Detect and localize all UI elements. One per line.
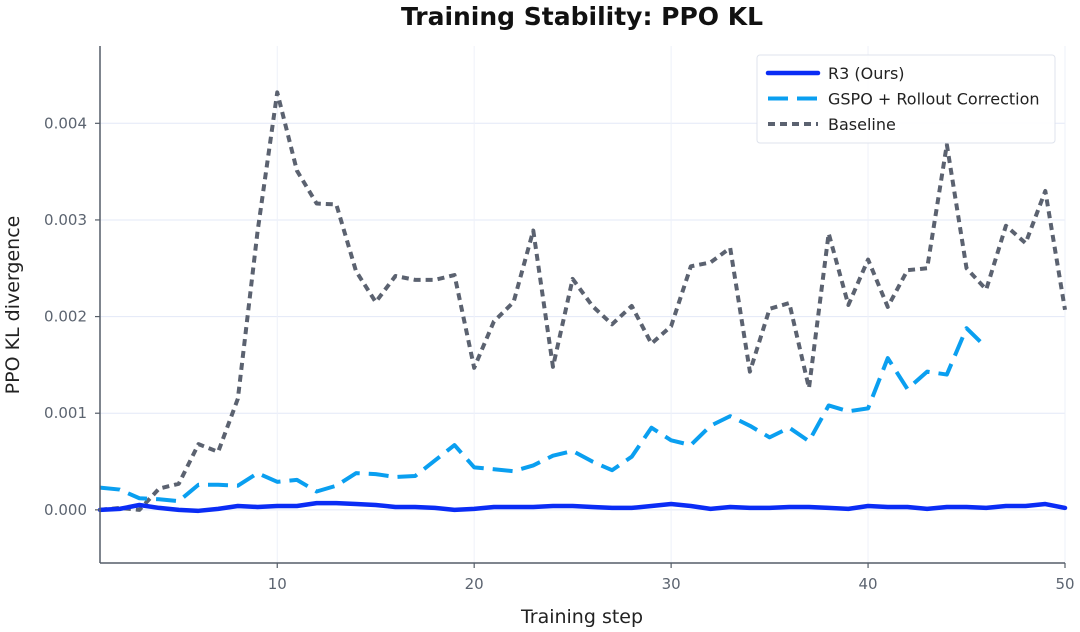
legend-box <box>756 54 1056 144</box>
legend-label-1: GSPO + Rollout Correction <box>828 90 1040 109</box>
grid-lines <box>100 46 1066 563</box>
legend-label-2: Baseline <box>828 115 896 134</box>
axes <box>99 46 1065 564</box>
series-layer <box>97 90 1068 514</box>
y-axis-label: PPO KL divergence <box>2 216 24 395</box>
legend: R3 (Ours) GSPO + Rollout Correction Baseli… <box>756 54 1056 144</box>
y-tick-label: 0.002 <box>44 308 87 326</box>
x-tick-label: 40 <box>859 575 878 593</box>
x-tick-label: 30 <box>662 575 681 593</box>
series-line-0 <box>97 500 1068 514</box>
chart-title: Training Stability: PPO KL <box>401 2 763 31</box>
y-tick-label: 0.003 <box>44 211 87 229</box>
series-line-2 <box>99 90 1067 512</box>
x-tick-label: 20 <box>465 575 484 593</box>
y-tick-label: 0.000 <box>44 501 87 519</box>
tick-marks: 0.000 0.001 0.002 0.003 0.004 10 20 30 40 50 <box>44 114 1075 593</box>
y-tick-label: 0.001 <box>44 404 87 422</box>
x-axis-label: Training step <box>520 606 643 628</box>
y-tick-label: 0.004 <box>44 114 87 132</box>
legend-label-0: R3 (Ours) <box>828 64 905 83</box>
series-line-1 <box>99 326 988 504</box>
x-tick-label: 10 <box>268 575 287 593</box>
x-tick-label: 50 <box>1055 575 1074 593</box>
